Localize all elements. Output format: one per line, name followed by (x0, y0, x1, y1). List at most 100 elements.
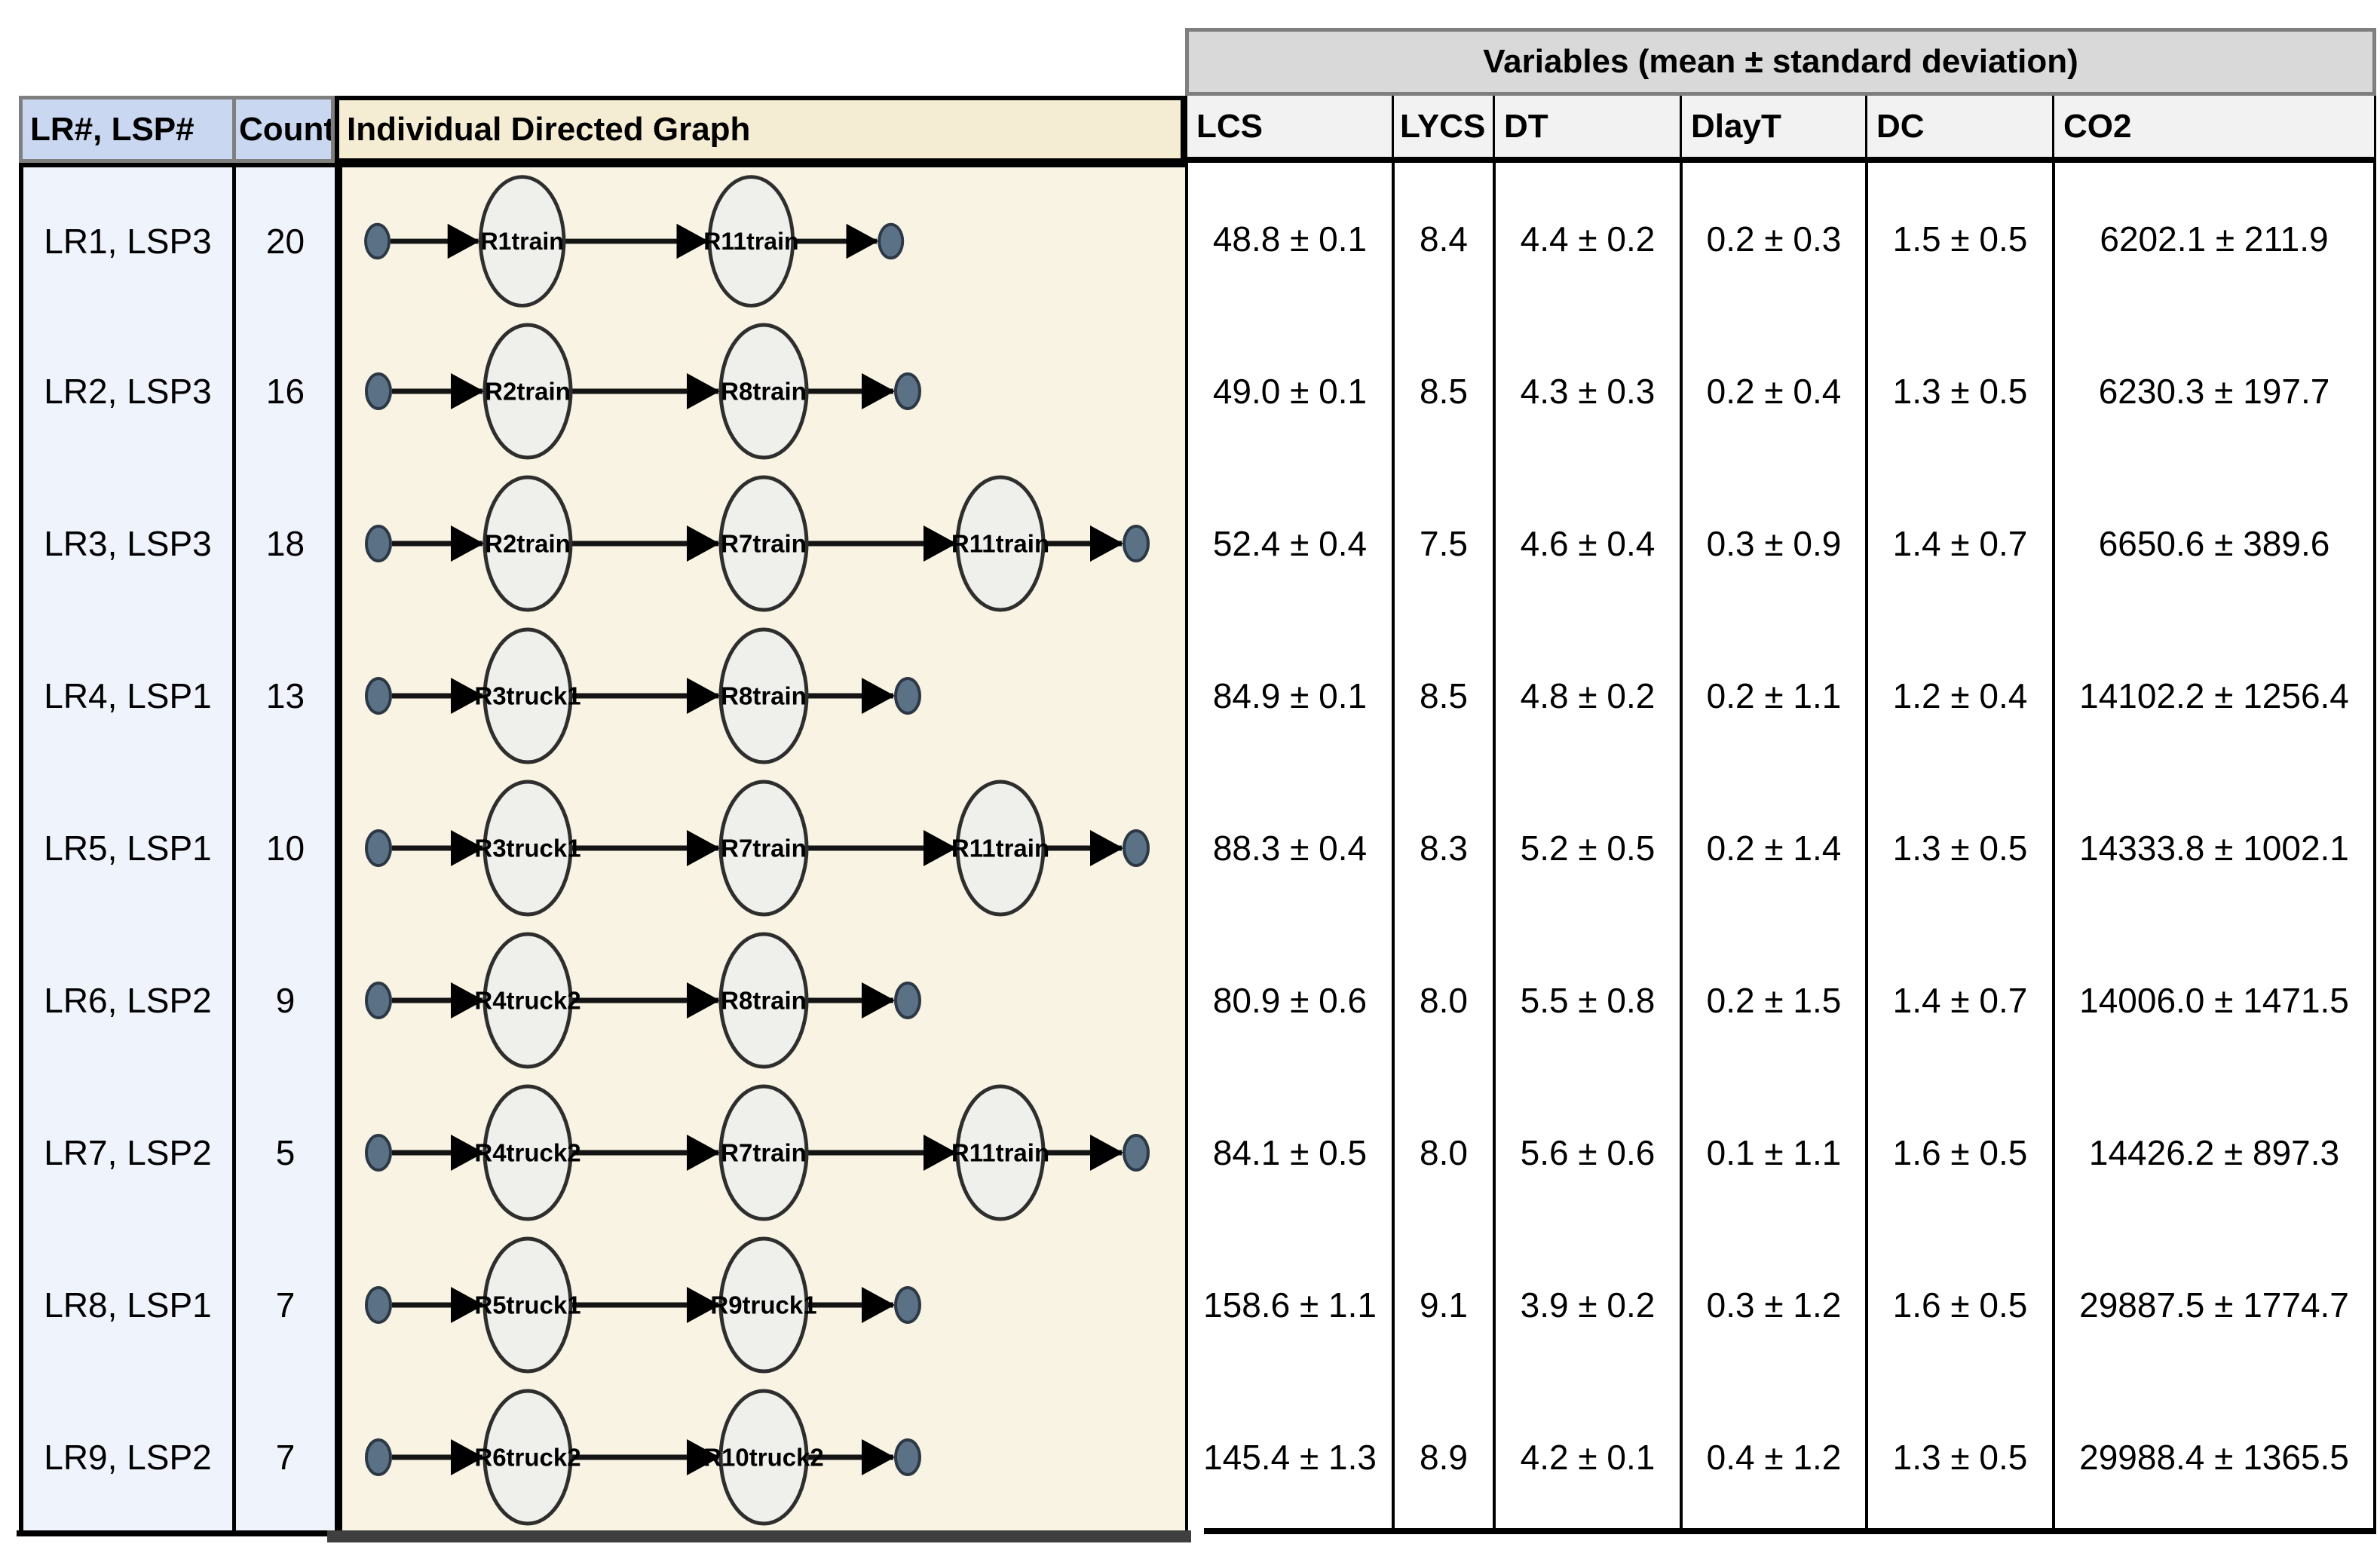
cell-dt: 4.2 ± 0.1 (1493, 1381, 1680, 1533)
directed-graph: R6truck2 R10truck2 (365, 1389, 921, 1526)
cell-dt: 4.3 ± 0.3 (1493, 315, 1680, 467)
directed-graph: R2train R8train (365, 323, 921, 460)
row-graph-cell: R2train R8train (335, 315, 1185, 467)
graph-node-label: R8train (721, 682, 807, 710)
cell-lcs: 88.3 ± 0.4 (1185, 772, 1392, 924)
row-label: LR4, LSP1 (19, 620, 236, 772)
cell-dlayt: 0.4 ± 1.2 (1680, 1381, 1865, 1533)
cell-co2: 29988.4 ± 1365.5 (2052, 1381, 2376, 1533)
row-label: LR9, LSP2 (19, 1381, 236, 1533)
row-count: 16 (236, 315, 335, 467)
row-count: 7 (236, 1381, 335, 1533)
cell-lcs: 84.1 ± 0.5 (1185, 1077, 1392, 1229)
graph-node-ellipse (718, 932, 809, 1069)
start-node-icon (365, 372, 392, 410)
cell-dt: 5.5 ± 0.8 (1493, 924, 1680, 1077)
cell-lcs: 84.9 ± 0.1 (1185, 620, 1392, 772)
graph-node-ellipse (718, 475, 809, 612)
graph-node-ellipse (955, 475, 1046, 612)
graph-node-ellipse (718, 627, 809, 764)
row-count: 9 (236, 924, 335, 1077)
start-node-icon (365, 1286, 392, 1324)
start-node-icon (365, 1134, 392, 1172)
cell-dc: 1.6 ± 0.5 (1865, 1077, 2052, 1229)
graph-node-ellipse (482, 323, 573, 460)
row-graph-cell: R4truck2 R7train R11train (335, 1077, 1185, 1229)
row-label: LR1, LSP3 (19, 163, 236, 315)
start-node-icon (365, 677, 392, 715)
row-count: 10 (236, 772, 335, 924)
row-graph-cell: R2train R7train R11train (335, 467, 1185, 620)
directed-graph: R2train R7train R11train (365, 475, 1150, 612)
graph-node-ellipse (707, 175, 795, 308)
row-graph-cell: R3truck1 R7train R11train (335, 772, 1185, 924)
graph-node-ellipse (478, 175, 566, 308)
row-graph-cell: R1train R11train (335, 163, 1185, 315)
graph-node-label: R3truck1 (474, 682, 580, 710)
table-bottom-border-graph (327, 1530, 1191, 1542)
start-node-icon (365, 1438, 392, 1476)
col-header-lycs: LYCS (1392, 96, 1493, 163)
table-bottom-border-left (17, 1530, 335, 1536)
graph-node-ellipse (718, 1389, 809, 1526)
col-header-dt: DT (1493, 96, 1680, 163)
cell-lycs: 8.0 (1392, 1077, 1493, 1229)
cell-dlayt: 0.2 ± 1.4 (1680, 772, 1865, 924)
directed-graph: R5truck1 R9truck1 (365, 1236, 921, 1374)
table-bottom-border-right (1204, 1528, 2376, 1534)
start-node-icon (365, 525, 392, 562)
cell-lycs: 8.4 (1392, 163, 1493, 315)
cell-lycs: 8.3 (1392, 772, 1493, 924)
graph-node-ellipse (482, 1236, 573, 1374)
row-graph-cell: R3truck1 R8train (335, 620, 1185, 772)
graph-node-label: R1train (481, 228, 564, 255)
graph-node-ellipse (718, 1084, 809, 1221)
col-header-co2: CO2 (2052, 96, 2376, 163)
graph-node-ellipse (482, 932, 573, 1069)
start-node-icon (364, 222, 391, 260)
end-node-icon (894, 1286, 921, 1324)
row-label: LR6, LSP2 (19, 924, 236, 1077)
graph-node-ellipse (482, 1084, 573, 1221)
cell-dlayt: 0.2 ± 1.5 (1680, 924, 1865, 1077)
row-label: LR2, LSP3 (19, 315, 236, 467)
directed-graph: R4truck2 R7train R11train (365, 1084, 1150, 1221)
row-count: 13 (236, 620, 335, 772)
end-node-icon (878, 222, 905, 260)
graph-node-ellipse (482, 780, 573, 917)
graph-node-label: R11train (951, 530, 1049, 558)
col-header-count: Count (236, 96, 335, 163)
variables-group-header: Variables (mean ± standard deviation) (1185, 28, 2376, 96)
cell-lcs: 158.6 ± 1.1 (1185, 1229, 1392, 1381)
col-header-lcs: LCS (1185, 96, 1392, 163)
results-table: Variables (mean ± standard deviation) LR… (19, 0, 2376, 1533)
start-node-icon (365, 982, 392, 1019)
row-count: 18 (236, 467, 335, 620)
cell-dt: 3.9 ± 0.2 (1493, 1229, 1680, 1381)
graph-node-ellipse (482, 475, 573, 612)
row-count: 7 (236, 1229, 335, 1381)
cell-dc: 1.4 ± 0.7 (1865, 467, 2052, 620)
directed-graph: R3truck1 R8train (365, 627, 921, 764)
cell-dt: 4.4 ± 0.2 (1493, 163, 1680, 315)
end-node-icon (894, 372, 921, 410)
graph-node-ellipse (718, 780, 809, 917)
cell-dc: 1.3 ± 0.5 (1865, 772, 2052, 924)
graph-node-label: R11train (703, 228, 798, 255)
graph-node-label: R6truck2 (474, 1444, 580, 1472)
cell-co2: 6202.1 ± 211.9 (2052, 163, 2376, 315)
cell-lycs: 8.5 (1392, 315, 1493, 467)
graph-node-label: R2train (485, 530, 571, 558)
graph-node-label: R11train (951, 835, 1049, 862)
cell-dt: 5.6 ± 0.6 (1493, 1077, 1680, 1229)
col-header-lr-lsp: LR#, LSP# (19, 96, 236, 163)
graph-node-ellipse (955, 1084, 1046, 1221)
cell-dc: 1.5 ± 0.5 (1865, 163, 2052, 315)
cell-lycs: 9.1 (1392, 1229, 1493, 1381)
graph-node-label: R8train (721, 987, 807, 1015)
cell-dlayt: 0.2 ± 1.1 (1680, 620, 1865, 772)
row-label: LR7, LSP2 (19, 1077, 236, 1229)
graph-node-ellipse (482, 627, 573, 764)
col-header-dlayt: DlayT (1680, 96, 1865, 163)
directed-graph: R3truck1 R7train R11train (365, 780, 1150, 917)
